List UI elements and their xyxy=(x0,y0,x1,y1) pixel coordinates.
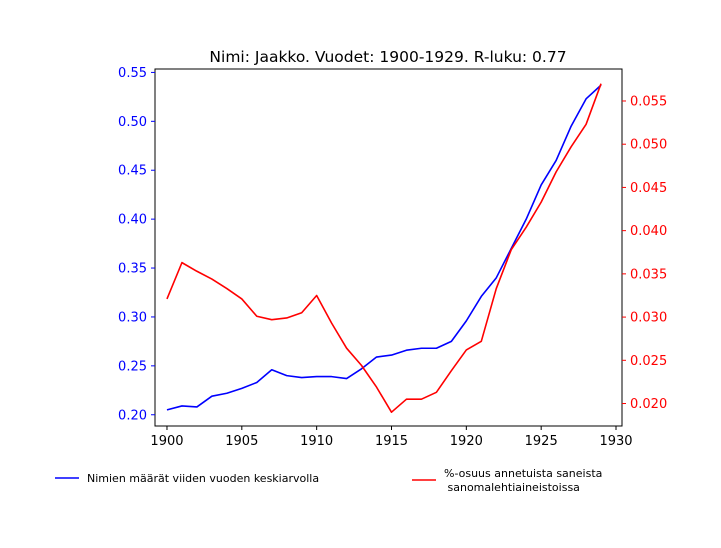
series-line-token-share xyxy=(166,83,602,413)
x-tick-label: 1925 xyxy=(525,434,558,449)
y-right-tick-label: 0.030 xyxy=(630,311,667,326)
y-left-tick-label: 0.30 xyxy=(118,310,147,325)
y-right-tick-label: 0.050 xyxy=(630,138,667,153)
y-right-tick-label: 0.040 xyxy=(630,224,667,239)
y-right-tick-label: 0.055 xyxy=(630,94,667,109)
x-tick-label: 1910 xyxy=(300,434,333,449)
y-right-tick-label: 0.025 xyxy=(630,354,667,369)
y-left-tick-label: 0.20 xyxy=(118,408,147,423)
series-line-name-counts xyxy=(166,84,602,411)
y-left-tick-label: 0.45 xyxy=(118,164,147,179)
y-right-tick-label: 0.045 xyxy=(630,181,667,196)
x-tick-label: 1930 xyxy=(599,434,632,449)
y-right-tick-label: 0.020 xyxy=(630,397,667,412)
x-tick-label: 1900 xyxy=(150,434,183,449)
y-left-tick-label: 0.25 xyxy=(118,359,147,374)
legend-label: %-osuus annetuista saneista sanomalehtia… xyxy=(444,467,602,494)
plot-area: 1900 1905 1910 1915 1920 1925 1930 0.20 0.25 0.30… xyxy=(118,66,667,449)
y-left-tick-label: 0.50 xyxy=(118,115,147,130)
y-left-tick-label: 0.40 xyxy=(118,213,147,228)
x-tick-label: 1920 xyxy=(450,434,483,449)
legend: Nimien määrät viiden vuoden keskiarvolla… xyxy=(55,467,602,494)
legend-label: Nimien määrät viiden vuoden keskiarvolla xyxy=(87,472,319,485)
x-tick-label: 1905 xyxy=(225,434,258,449)
axes-frame xyxy=(154,68,623,427)
chart-title: Nimi: Jaakko. Vuodet: 1900-1929. R-luku:… xyxy=(209,48,566,66)
x-tick-label: 1915 xyxy=(375,434,408,449)
y-left-tick-label: 0.55 xyxy=(118,66,147,81)
y-left-tick-label: 0.35 xyxy=(118,262,147,277)
y-right-tick-label: 0.035 xyxy=(630,267,667,282)
